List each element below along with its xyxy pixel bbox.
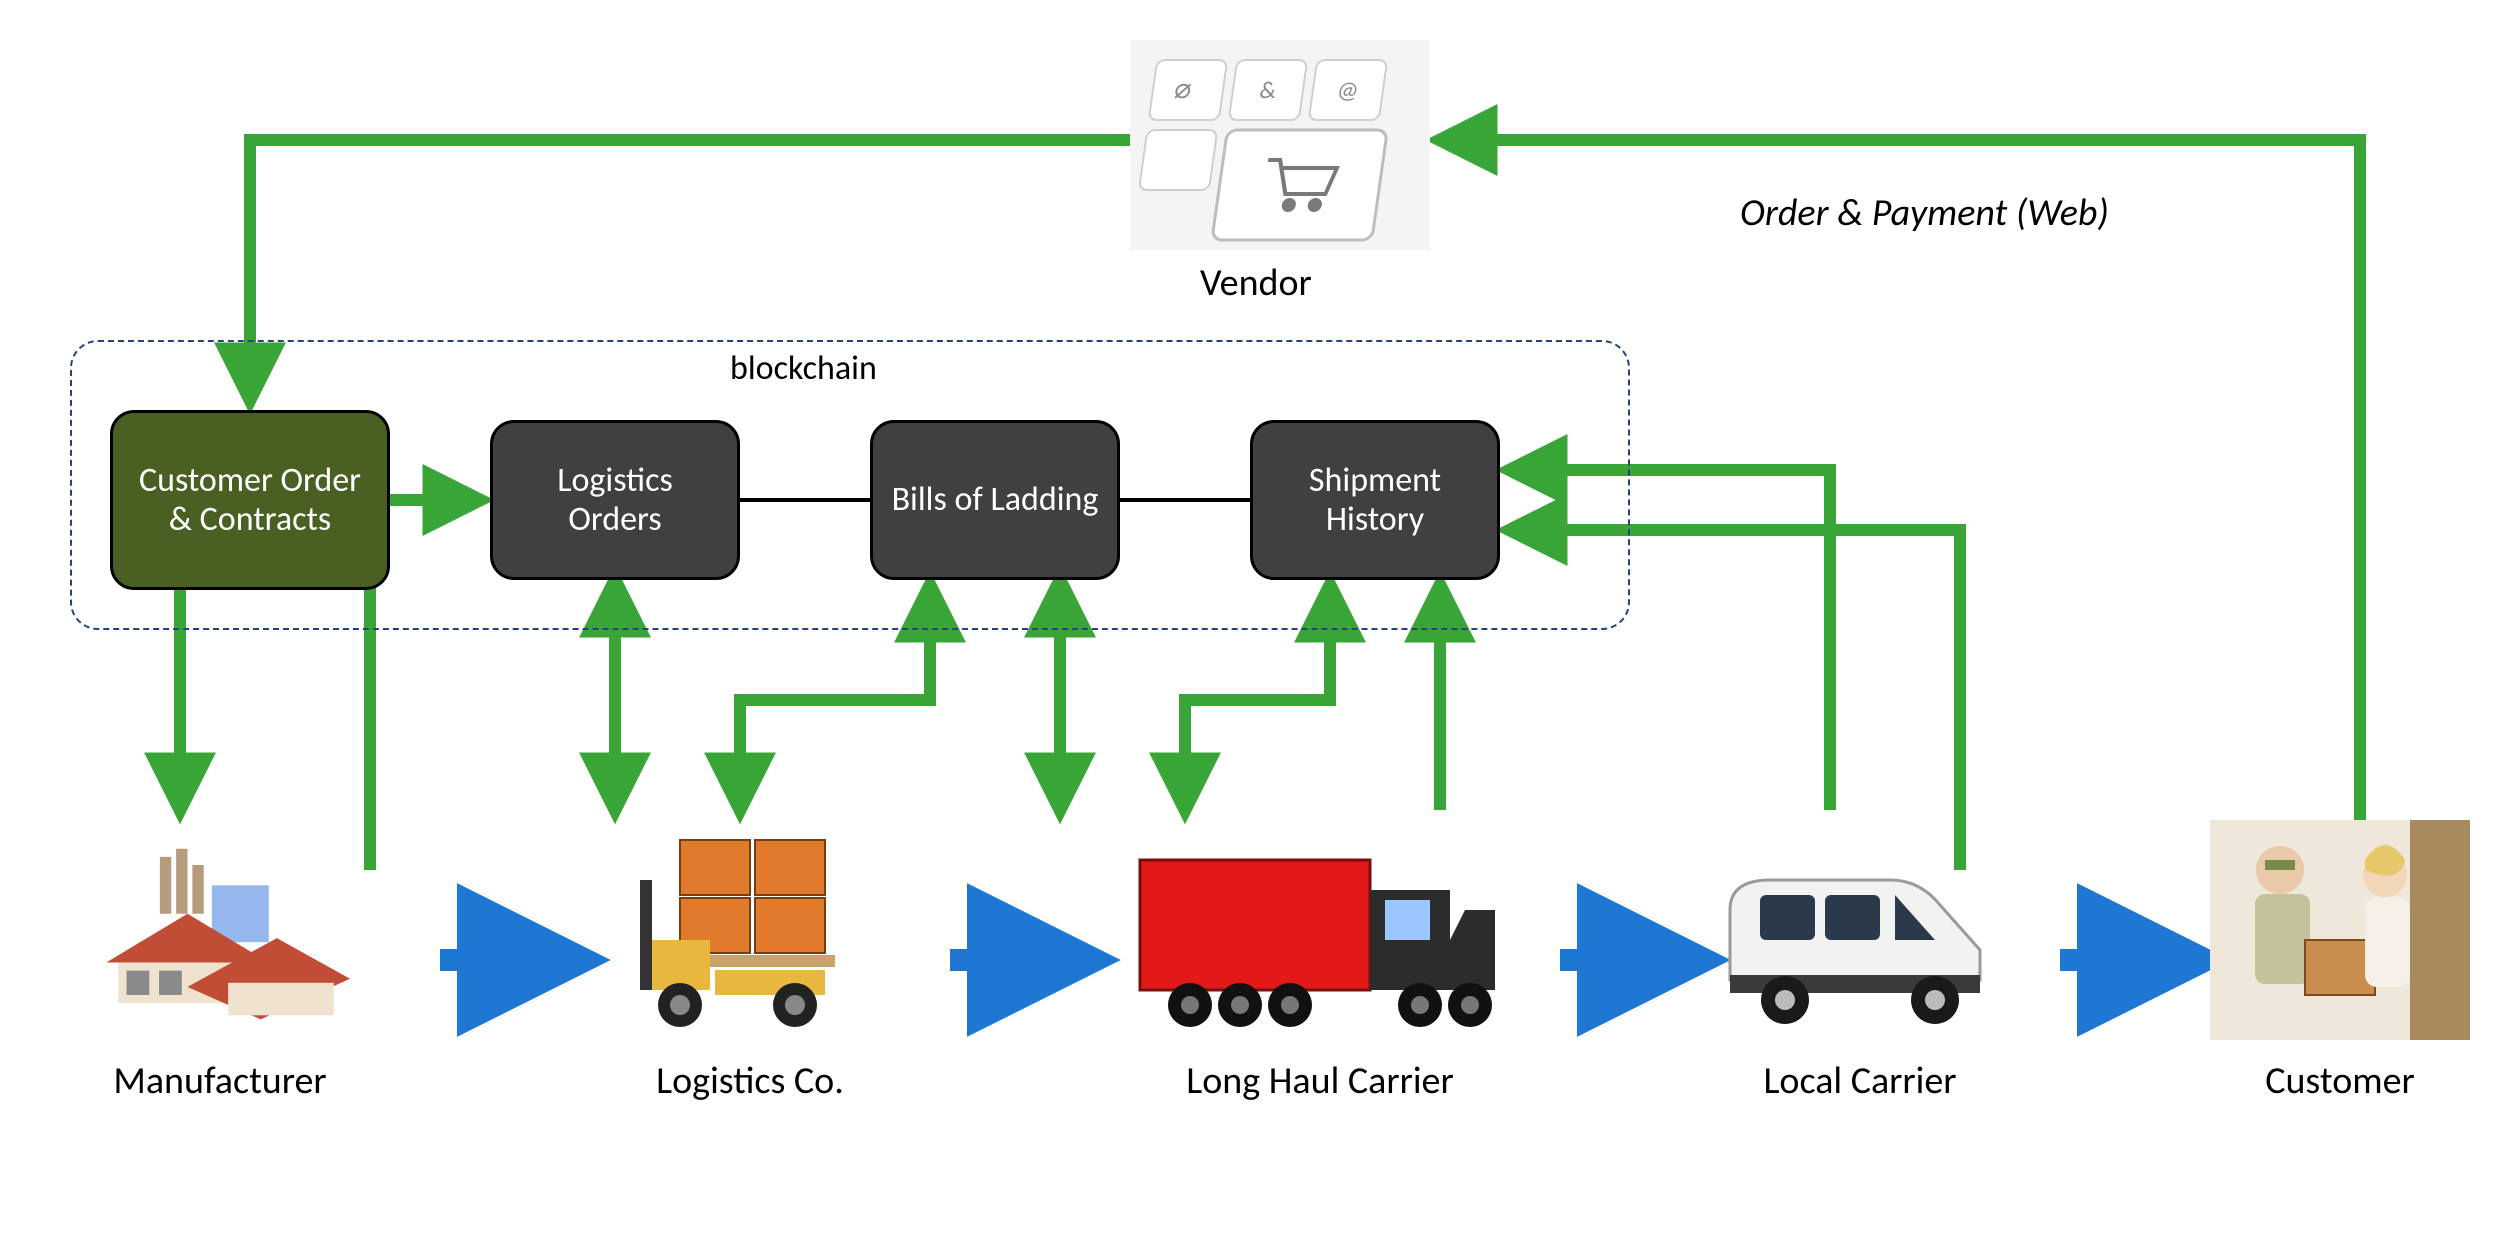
block-shipment-history: Shipment History xyxy=(1250,420,1500,580)
block-bills-of-ladding: Bills of Ladding xyxy=(870,420,1120,580)
actor-label: Logistics Co. xyxy=(656,1058,844,1104)
van-icon xyxy=(1710,820,2010,1040)
actor-customer: Customer xyxy=(2200,820,2480,1104)
customer-delivery-icon xyxy=(2210,820,2470,1040)
actor-label: Long Haul Carrier xyxy=(1186,1058,1453,1104)
actor-longhaul: Long Haul Carrier xyxy=(1120,820,1520,1104)
supply-chain-diagram: ⌀ & @ Vendor Order & Payment (Web) block… xyxy=(0,0,2500,1250)
vendor-node: ⌀ & @ xyxy=(1130,40,1430,250)
actor-label: Local Carrier xyxy=(1763,1058,1956,1104)
actor-local: Local Carrier xyxy=(1700,820,2020,1104)
actor-logistics: Logistics Co. xyxy=(610,820,890,1104)
blockchain-label: blockchain xyxy=(730,348,877,389)
forklift-icon xyxy=(620,820,880,1040)
vendor-keyboard-icon: ⌀ & @ xyxy=(1130,40,1430,250)
truck-icon xyxy=(1130,820,1510,1040)
vendor-label: Vendor xyxy=(1200,260,1312,306)
block-label: Bills of Ladding xyxy=(892,480,1099,519)
order-payment-label: Order & Payment (Web) xyxy=(1740,190,2109,236)
block-customer-order: Customer Order & Contracts xyxy=(110,410,390,590)
actor-label: Manufacturer xyxy=(113,1058,326,1104)
block-label: Customer Order & Contracts xyxy=(131,461,369,539)
factory-icon xyxy=(90,820,350,1040)
block-label: Logistics Orders xyxy=(511,461,719,539)
actor-label: Customer xyxy=(2265,1058,2415,1104)
svg-text:@: @ xyxy=(1335,76,1361,105)
block-label: Shipment History xyxy=(1271,461,1479,539)
block-logistics-orders: Logistics Orders xyxy=(490,420,740,580)
actor-manufacturer: Manufacturer xyxy=(20,820,420,1104)
